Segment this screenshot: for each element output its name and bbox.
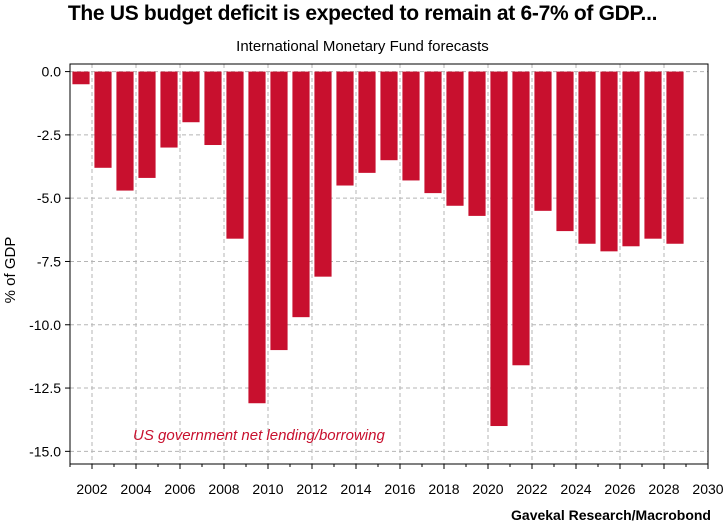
bar [182,71,200,123]
x-tick-label: 2014 [340,481,371,497]
bar [314,71,332,277]
bar [424,71,442,194]
bar [666,71,684,244]
x-axis: 2002 2004 2006 2008 2010 2012 2014 2016 2018 2020… [69,464,724,497]
bar [292,71,310,318]
series-label: US government net lending/borrowing [133,427,385,444]
bar [358,71,376,173]
bar [490,71,508,427]
bar [270,71,288,351]
x-tick-label: 2002 [76,481,107,497]
x-tick-label: 2010 [252,481,283,497]
y-tick-label: -5.0 [37,190,61,206]
bar [556,71,574,232]
x-tick-label: 2008 [208,481,239,497]
x-tick-label: 2028 [648,481,679,497]
bar [600,71,618,252]
bar [512,71,530,366]
bar [204,71,222,146]
bar [622,71,640,247]
bar [468,71,486,216]
bars [72,71,684,427]
x-tick-label: 2030 [692,481,723,497]
bar [402,71,420,181]
bar [116,71,134,191]
bar [226,71,244,239]
bar [72,71,90,85]
x-tick-label: 2026 [604,481,635,497]
x-tick-label: 2024 [560,481,591,497]
y-axis: 0.0 -2.5 -5.0 -7.5 -10.0 -12.5 -15.0 [29,64,70,459]
bar [380,71,398,161]
y-tick-label: -2.5 [37,127,61,143]
bar [160,71,178,148]
chart-title: The US budget deficit is expected to rem… [67,2,658,25]
bar [336,71,354,186]
y-tick-label: -7.5 [37,253,61,269]
plot-frame [69,63,709,465]
y-tick-label: 0.0 [42,64,62,80]
bar [534,71,552,211]
y-tick-label: -10.0 [29,317,61,333]
x-tick-label: 2006 [164,481,195,497]
x-tick-label: 2020 [472,481,503,497]
y-tick-label: -12.5 [29,380,61,396]
x-tick-label: 2016 [384,481,415,497]
chart-subtitle: International Monetary Fund forecasts [236,38,489,55]
bar [138,71,156,178]
x-tick-label: 2022 [516,481,547,497]
bar [94,71,112,168]
y-tick-label: -15.0 [29,443,61,459]
x-tick-label: 2004 [120,481,151,497]
bar [248,71,266,404]
bar [578,71,596,244]
bar [644,71,662,239]
y-axis-title: % of GDP [2,237,19,304]
bar [446,71,464,206]
source-credit: Gavekal Research/Macrobond [511,507,711,523]
x-tick-label: 2018 [428,481,459,497]
x-tick-label: 2012 [296,481,327,497]
